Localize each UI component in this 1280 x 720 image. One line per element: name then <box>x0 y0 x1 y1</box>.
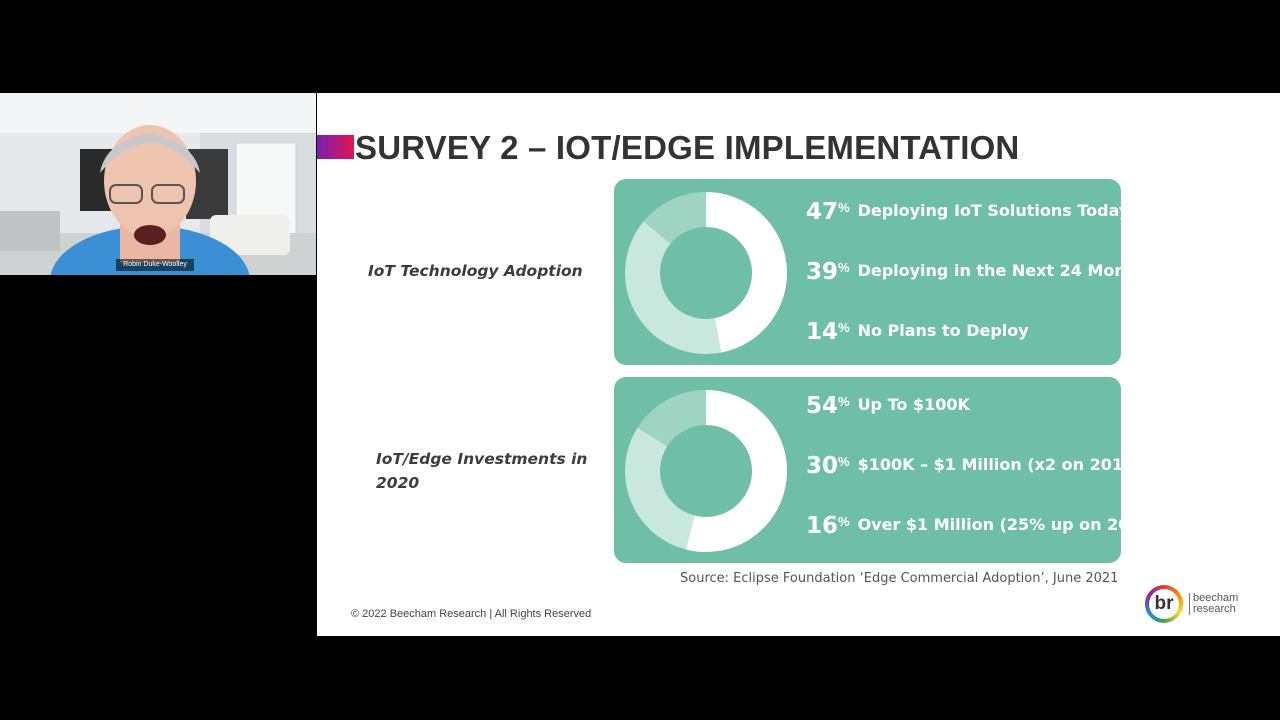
stat-description: No Plans to Deploy <box>857 321 1029 340</box>
donut-slice-3 <box>643 192 706 244</box>
percent-symbol: % <box>838 394 850 409</box>
stat-description: Deploying in the Next 24 Months <box>857 261 1155 280</box>
stat-description: Over $1 Million (25% up on 2019) <box>857 515 1159 534</box>
copyright-text: © 2022 Beecham Research | All Rights Res… <box>351 608 592 620</box>
logo-mark-text: br <box>1149 589 1179 619</box>
percent-symbol: % <box>838 200 850 215</box>
donut-slice-2 <box>625 221 722 354</box>
row-label-adoption: IoT Technology Adoption <box>368 262 583 280</box>
investment-card: 54% Up To $100K 30% $100K – $1 Million (x2… <box>614 377 1159 563</box>
adoption-card: 47% Deploying IoT Solutions Today 39% Depl… <box>614 179 1154 365</box>
logo-mark: br <box>1145 585 1183 623</box>
investment-stat-1: 54% Up To $100K <box>798 393 970 423</box>
stat-value: 16 <box>805 513 838 539</box>
donut-slice-3 <box>637 390 706 447</box>
investment-stat-3: 16% Over $1 Million (25% up on 2019) <box>798 513 1159 543</box>
source-citation: Source: Eclipse Foundation ‘Edge Commerc… <box>680 571 1119 586</box>
stat-description: Deploying IoT Solutions Today <box>857 201 1130 220</box>
adoption-stat-2: 39% Deploying in the Next 24 Months <box>798 259 1154 289</box>
donut-slice-1 <box>685 390 787 552</box>
investment-donut-chart <box>625 390 787 552</box>
adoption-stat-1: 47% Deploying IoT Solutions Today <box>798 199 1129 229</box>
participant-name-label: Robin Duke-Woolley <box>116 259 194 271</box>
logo-word-1: beecham <box>1193 592 1239 604</box>
beecham-research-logo: br beecham research <box>1145 585 1255 625</box>
stat-value: 54 <box>805 393 838 419</box>
row-label-investments: IoT/Edge Investments in 2020 <box>376 447 587 495</box>
stat-value: 39 <box>805 259 838 285</box>
percent-symbol: % <box>838 320 850 335</box>
stat-value: 47 <box>805 199 838 225</box>
stat-value: 14 <box>805 319 838 345</box>
row-label-investments-line1: IoT/Edge Investments in <box>376 450 588 468</box>
stat-value: 30 <box>805 453 838 479</box>
percent-symbol: % <box>838 260 850 275</box>
presentation-slide: SURVEY 2 – IOT/EDGE IMPLEMENTATION IoT T… <box>317 93 1280 636</box>
percent-symbol: % <box>838 514 850 529</box>
row-label-investments-line2: 2020 <box>376 474 420 492</box>
webcam-video-frame <box>0 93 316 275</box>
donut-slice-2 <box>625 427 695 550</box>
logo-word-2: research <box>1193 603 1236 615</box>
adoption-donut-chart <box>625 192 787 354</box>
webcam-tile: Robin Duke-Woolley <box>0 93 316 275</box>
percent-symbol: % <box>838 454 850 469</box>
logo-wordmark: beecham research <box>1189 593 1238 615</box>
donut-slice-1 <box>706 192 787 353</box>
title-accent-bar <box>317 135 354 159</box>
stat-description: $100K – $1 Million (x2 on 2019) <box>857 455 1142 474</box>
slide-title: SURVEY 2 – IOT/EDGE IMPLEMENTATION <box>355 129 1020 166</box>
investment-stat-2: 30% $100K – $1 Million (x2 on 2019) <box>798 453 1141 483</box>
stat-description: Up To $100K <box>857 395 970 414</box>
adoption-stat-3: 14% No Plans to Deploy <box>798 319 1029 349</box>
